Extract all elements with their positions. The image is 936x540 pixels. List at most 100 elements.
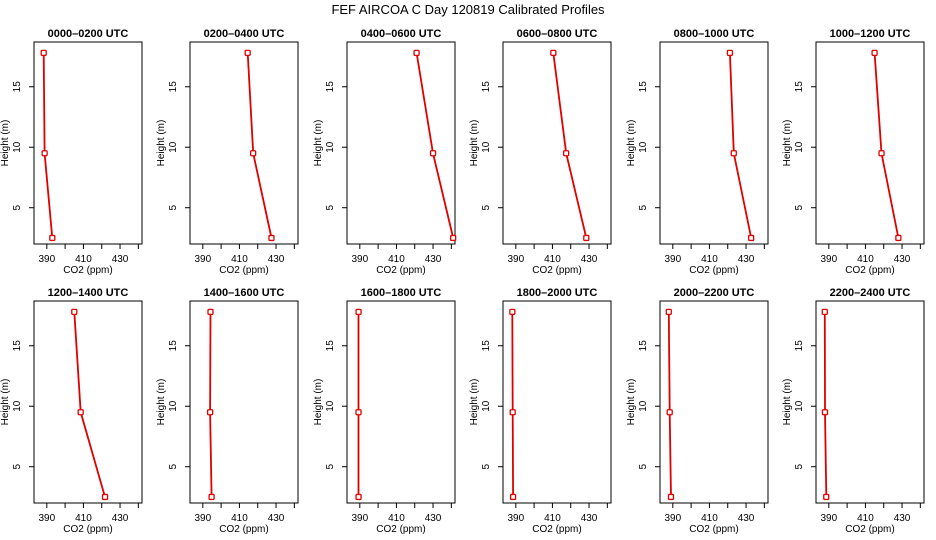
data-point — [355, 409, 362, 416]
y-axis-label: Height (m) — [0, 379, 11, 426]
y-tick-label: 10 — [168, 141, 179, 153]
chart-panel: 1000–1200 UTC 390 410 430 5 10 15 CO2 (ppm) Heig… — [782, 28, 925, 276]
x-tick-label: 430 — [738, 254, 755, 265]
data-point — [823, 493, 830, 501]
data-point — [666, 409, 673, 416]
y-tick-label: 15 — [325, 81, 336, 93]
y-tick-label: 15 — [168, 81, 179, 93]
panel-title: 1200–1400 UTC — [48, 287, 129, 299]
x-tick-label: 390 — [194, 513, 211, 524]
data-point — [821, 308, 828, 316]
y-tick-label: 10 — [794, 400, 805, 412]
data-point — [40, 49, 47, 57]
x-tick-label: 430 — [581, 254, 598, 265]
y-axis-label: Height (m) — [626, 120, 637, 167]
y-axis-label: Height (m) — [469, 120, 480, 167]
panel-title: 1000–1200 UTC — [830, 28, 911, 40]
data-point — [268, 234, 275, 242]
data-point — [821, 409, 829, 416]
y-tick-label: 10 — [168, 400, 179, 412]
data-point — [71, 308, 78, 316]
y-tick-label: 5 — [325, 204, 336, 210]
x-tick-label: 430 — [268, 513, 285, 524]
data-point — [878, 150, 885, 157]
x-tick-label: 430 — [425, 254, 442, 265]
data-point — [41, 150, 48, 157]
data-point — [450, 234, 457, 242]
data-point — [207, 308, 214, 316]
chart-panel: 2200–2400 UTC 390 410 430 5 10 15 CO2 (ppm) Heig… — [782, 287, 925, 535]
x-tick-label: 410 — [75, 254, 92, 265]
panel-title: 2000–2200 UTC — [674, 287, 755, 299]
x-tick-label: 410 — [231, 254, 248, 265]
chart-panel: 0800–1000 UTC 390 410 430 5 10 15 CO2 (ppm) Heig… — [626, 28, 769, 276]
plot-frame — [189, 300, 299, 504]
y-tick-label: 10 — [638, 141, 649, 153]
x-axis-label: CO2 (ppm) — [689, 524, 738, 535]
chart-panel: 0200–0400 UTC 390 410 430 5 10 15 CO2 (ppm) Heig… — [156, 28, 299, 276]
panel-title: 0000–0200 UTC — [48, 28, 129, 40]
chart-panel: 1600–1800 UTC 390 410 430 5 10 15 CO2 (ppm) Heig… — [313, 287, 456, 535]
x-tick-label: 390 — [351, 513, 368, 524]
x-tick-label: 410 — [857, 513, 874, 524]
data-point — [895, 234, 902, 242]
x-axis-label: CO2 (ppm) — [63, 265, 112, 276]
x-axis-label: CO2 (ppm) — [532, 524, 581, 535]
panel-title: 2200–2400 UTC — [830, 287, 911, 299]
data-point — [509, 409, 516, 416]
panels-grid: 0000–0200 UTC 390 410 430 5 10 15 CO2 (ppm) Heig… — [0, 28, 925, 535]
plot-frame — [815, 41, 925, 245]
plot-frame — [659, 300, 769, 504]
x-tick-label: 430 — [738, 513, 755, 524]
y-tick-label: 5 — [638, 204, 649, 210]
profile-line — [246, 52, 273, 239]
y-tick-label: 10 — [325, 400, 336, 412]
x-tick-label: 430 — [112, 254, 129, 265]
x-tick-label: 410 — [544, 513, 561, 524]
chart-panel: 0000–0200 UTC 390 410 430 5 10 15 CO2 (ppm) Heig… — [0, 28, 143, 276]
x-tick-label: 430 — [112, 513, 129, 524]
y-tick-label: 5 — [794, 463, 805, 469]
y-axis-label: Height (m) — [782, 120, 793, 167]
x-tick-label: 410 — [75, 513, 92, 524]
x-tick-label: 390 — [194, 254, 211, 265]
plot-frame — [346, 41, 456, 245]
data-point — [206, 409, 214, 416]
chart-panel: 0400–0600 UTC 390 410 430 5 10 15 CO2 (ppm) Heig… — [313, 28, 457, 276]
panel-title: 0200–0400 UTC — [204, 28, 285, 40]
chart-panel: 2000–2200 UTC 390 410 430 5 10 15 CO2 (ppm) Heig… — [626, 287, 769, 535]
chart-panel: 1200–1400 UTC 390 410 430 5 10 15 CO2 (ppm) Heig… — [0, 287, 143, 535]
data-point — [413, 49, 420, 57]
data-point — [509, 493, 517, 501]
data-point — [726, 49, 734, 57]
y-tick-label: 10 — [481, 141, 492, 153]
profile-line — [552, 52, 588, 239]
x-axis-label: CO2 (ppm) — [376, 524, 425, 535]
x-axis-label: CO2 (ppm) — [219, 265, 268, 276]
x-tick-label: 390 — [351, 254, 368, 265]
y-tick-label: 15 — [168, 340, 179, 352]
panel-title: 0800–1000 UTC — [674, 28, 755, 40]
y-tick-label: 15 — [12, 81, 23, 93]
plot-frame — [346, 300, 456, 504]
y-tick-label: 15 — [12, 340, 23, 352]
data-point — [550, 49, 557, 57]
y-axis-label: Height (m) — [313, 379, 324, 426]
y-tick-label: 5 — [481, 204, 492, 210]
panel-title: 1800–2000 UTC — [517, 287, 598, 299]
panel-title: 0400–0600 UTC — [361, 28, 442, 40]
panel-title: 0600–0800 UTC — [517, 28, 598, 40]
profile-line — [209, 311, 213, 498]
y-tick-label: 15 — [325, 340, 336, 352]
y-tick-label: 5 — [481, 463, 492, 469]
x-axis-label: CO2 (ppm) — [689, 265, 738, 276]
profile-line — [823, 311, 828, 498]
y-tick-label: 15 — [481, 81, 492, 93]
data-point — [208, 493, 215, 501]
plot-frame — [502, 41, 612, 245]
plot-frame — [33, 41, 143, 245]
y-tick-label: 5 — [638, 463, 649, 469]
y-tick-label: 5 — [325, 463, 336, 469]
x-tick-label: 410 — [231, 513, 248, 524]
x-tick-label: 430 — [425, 513, 442, 524]
